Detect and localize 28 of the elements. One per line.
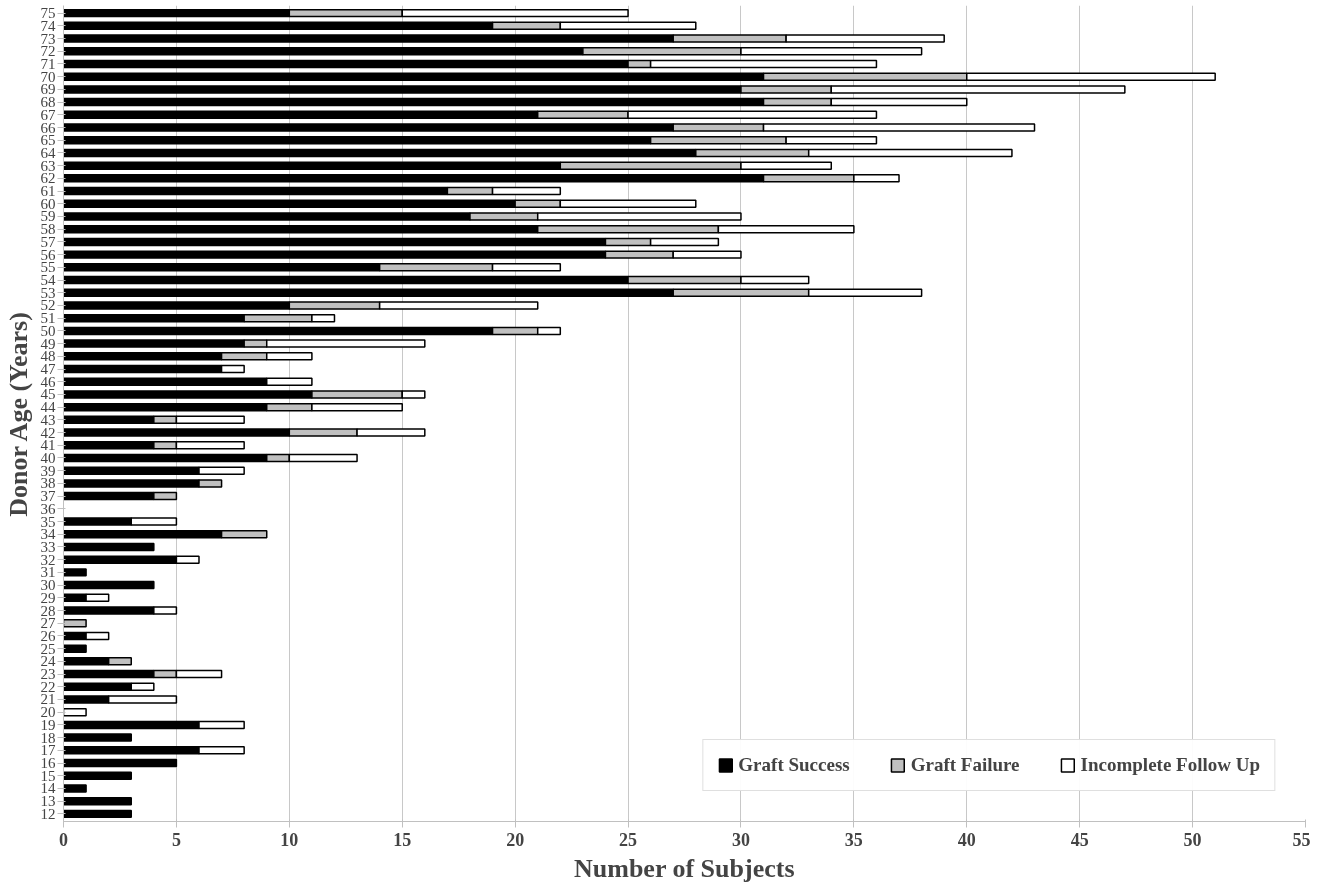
x-tick-label: 50	[1183, 829, 1202, 850]
x-tick-label: 15	[393, 829, 412, 850]
x-tick-label: 5	[171, 829, 181, 850]
bar	[63, 733, 132, 742]
x-tick-label: 0	[59, 829, 68, 850]
bar	[63, 568, 87, 577]
x-tick-label: 35	[844, 829, 863, 850]
x-tick-label: 25	[619, 829, 638, 850]
bar	[63, 707, 87, 717]
legend-label: Incomplete Follow Up	[1080, 754, 1260, 776]
x-tick-label: 20	[506, 829, 525, 850]
bar	[63, 784, 87, 793]
x-tick-label: 30	[731, 829, 750, 850]
x-axis-title: Number of Subjects	[574, 853, 795, 883]
bar	[63, 771, 132, 780]
bar	[63, 644, 87, 653]
bar	[63, 796, 132, 806]
x-tick-label: 40	[957, 829, 976, 850]
y-axis-title: Donor Age (Years)	[3, 312, 33, 517]
x-tick-label: 10	[280, 829, 299, 850]
bar	[63, 758, 178, 768]
bar	[63, 809, 132, 819]
legend-label: Graft Success	[738, 754, 850, 776]
x-tick-label: 55	[1292, 829, 1311, 850]
legend-label: Graft Failure	[910, 754, 1020, 776]
bar	[63, 580, 155, 590]
bar	[63, 542, 155, 552]
x-tick-label: 45	[1070, 829, 1089, 850]
